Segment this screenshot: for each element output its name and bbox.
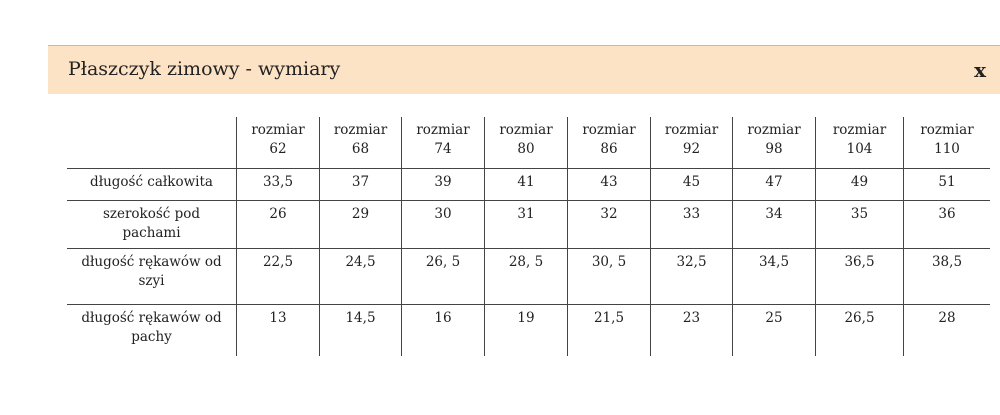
table-row: długość rękawów od szyi 22,5 24,5 26, 5 28, … [67,247,990,304]
table-cell: 30 [401,199,485,248]
column-header: rozmiar 110 [903,117,990,168]
table-cell: 30, 5 [567,247,651,304]
empty-header-cell [67,117,237,168]
table-cell: 26 [236,199,320,248]
table-cell: 47 [732,167,816,200]
row-label: długość rękawów od szyi [67,247,237,304]
table-cell: 31 [484,199,568,248]
table-row: długość całkowita 33,5 37 39 41 43 45 47 49 51 [67,167,990,200]
table-cell: 13 [236,303,320,356]
table-cell: 39 [401,167,485,200]
table-cell: 28, 5 [484,247,568,304]
table-cell: 19 [484,303,568,356]
header-row: rozmiar 62 rozmiar 68 rozmiar 74 rozmiar 80… [67,117,990,168]
table-row: długość rękawów od pachy 13 14,5 16 19 21,5 23… [67,303,990,356]
column-header: rozmiar 80 [484,117,568,168]
table-cell: 37 [319,167,402,200]
table-cell: 49 [815,167,904,200]
row-label: długość rękawów od pachy [67,303,237,356]
table-cell: 14,5 [319,303,402,356]
table-cell: 16 [401,303,485,356]
row-label: długość całkowita [67,167,237,200]
table-cell: 34,5 [732,247,816,304]
table-cell: 33 [650,199,733,248]
table-cell: 21,5 [567,303,651,356]
column-header: rozmiar 104 [815,117,904,168]
table-row: szerokość pod pachami 26 29 30 31 32 33 34 35 36 [67,199,990,248]
table-cell: 34 [732,199,816,248]
table-cell: 22,5 [236,247,320,304]
table-cell: 45 [650,167,733,200]
column-header: rozmiar 86 [567,117,651,168]
close-button[interactable]: x [974,58,986,82]
dialog-title: Płaszczyk zimowy - wymiary [68,58,341,80]
column-header: rozmiar 74 [401,117,485,168]
table-cell: 28 [903,303,990,356]
row-label: szerokość pod pachami [67,199,237,248]
divider [48,45,1000,46]
table-cell: 26,5 [815,303,904,356]
table-cell: 23 [650,303,733,356]
table-cell: 51 [903,167,990,200]
column-header: rozmiar 68 [319,117,402,168]
table-cell: 35 [815,199,904,248]
column-header: rozmiar 62 [236,117,320,168]
table-cell: 36,5 [815,247,904,304]
table-cell: 32,5 [650,247,733,304]
table-cell: 32 [567,199,651,248]
table-cell: 43 [567,167,651,200]
column-header: rozmiar 92 [650,117,733,168]
size-table: rozmiar 62 rozmiar 68 rozmiar 74 rozmiar 80… [67,117,990,356]
table-cell: 26, 5 [401,247,485,304]
table-cell: 41 [484,167,568,200]
table-cell: 25 [732,303,816,356]
table-cell: 38,5 [903,247,990,304]
table-cell: 36 [903,199,990,248]
table-cell: 33,5 [236,167,320,200]
table-cell: 24,5 [319,247,402,304]
column-header: rozmiar 98 [732,117,816,168]
table-cell: 29 [319,199,402,248]
dialog-header: Płaszczyk zimowy - wymiary x [48,46,1000,94]
